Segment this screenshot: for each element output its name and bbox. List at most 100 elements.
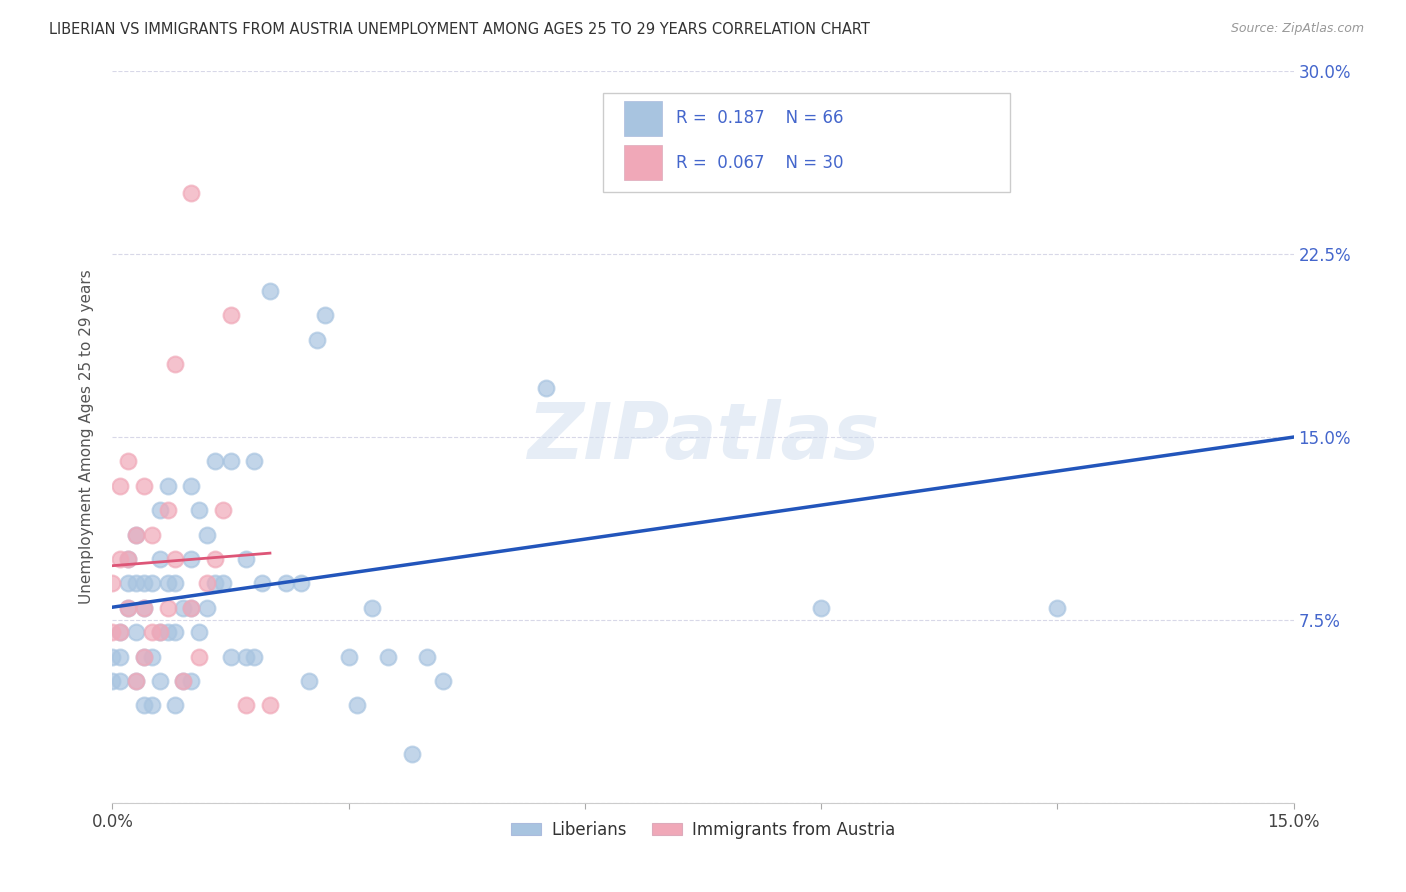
Point — [250, 576, 273, 591]
Point — [195, 576, 218, 591]
Point — [307, 333, 329, 347]
Point — [172, 673, 194, 688]
Bar — [624, 145, 662, 180]
Point — [235, 552, 257, 566]
Point — [180, 600, 202, 615]
Point — [156, 479, 179, 493]
Text: R =  0.187    N = 66: R = 0.187 N = 66 — [676, 109, 844, 128]
Point — [180, 600, 202, 615]
Point — [180, 186, 202, 201]
Point — [165, 552, 187, 566]
Point — [204, 576, 226, 591]
Point — [132, 576, 155, 591]
Point — [117, 600, 139, 615]
Point — [274, 576, 297, 591]
Point — [117, 600, 139, 615]
Point — [101, 576, 124, 591]
Point — [243, 649, 266, 664]
Point — [219, 649, 242, 664]
Point — [117, 454, 139, 468]
Y-axis label: Unemployment Among Ages 25 to 29 years: Unemployment Among Ages 25 to 29 years — [79, 269, 94, 605]
Text: LIBERIAN VS IMMIGRANTS FROM AUSTRIA UNEMPLOYMENT AMONG AGES 25 TO 29 YEARS CORRE: LIBERIAN VS IMMIGRANTS FROM AUSTRIA UNEM… — [49, 22, 870, 37]
Point — [165, 576, 187, 591]
Point — [141, 576, 163, 591]
Point — [361, 600, 384, 615]
Text: R =  0.067    N = 30: R = 0.067 N = 30 — [676, 153, 844, 171]
Point — [110, 479, 132, 493]
Point — [432, 673, 454, 688]
Point — [337, 649, 360, 664]
Point — [180, 552, 202, 566]
Point — [235, 649, 257, 664]
Point — [110, 625, 132, 640]
Point — [132, 649, 155, 664]
Point — [204, 454, 226, 468]
Point — [132, 649, 155, 664]
Point — [125, 673, 148, 688]
Point — [132, 600, 155, 615]
FancyBboxPatch shape — [603, 94, 1010, 192]
Point — [141, 649, 163, 664]
Point — [110, 552, 132, 566]
Point — [110, 673, 132, 688]
Point — [534, 381, 557, 395]
Point — [314, 308, 336, 322]
Point — [101, 625, 124, 640]
Point — [156, 576, 179, 591]
Point — [141, 625, 163, 640]
Point — [125, 527, 148, 541]
Point — [165, 698, 187, 713]
Point — [211, 503, 233, 517]
Point — [149, 625, 172, 640]
Point — [101, 649, 124, 664]
Point — [156, 625, 179, 640]
Point — [195, 600, 218, 615]
Point — [180, 673, 202, 688]
Text: Source: ZipAtlas.com: Source: ZipAtlas.com — [1230, 22, 1364, 36]
Point — [141, 698, 163, 713]
Point — [613, 137, 636, 152]
Point — [149, 552, 172, 566]
Point — [416, 649, 439, 664]
Point — [810, 600, 832, 615]
Point — [204, 552, 226, 566]
Point — [117, 576, 139, 591]
Point — [290, 576, 312, 591]
Point — [259, 698, 281, 713]
Point — [298, 673, 321, 688]
Point — [172, 600, 194, 615]
Point — [117, 552, 139, 566]
Legend: Liberians, Immigrants from Austria: Liberians, Immigrants from Austria — [505, 814, 901, 846]
Point — [401, 747, 423, 761]
Point — [132, 698, 155, 713]
Point — [165, 625, 187, 640]
Point — [149, 503, 172, 517]
Point — [149, 625, 172, 640]
Point — [156, 503, 179, 517]
Point — [125, 576, 148, 591]
Point — [188, 649, 211, 664]
Point — [149, 673, 172, 688]
Point — [219, 308, 242, 322]
Point — [101, 673, 124, 688]
Point — [172, 673, 194, 688]
Point — [211, 576, 233, 591]
Point — [243, 454, 266, 468]
Point — [235, 698, 257, 713]
Point — [1046, 600, 1069, 615]
Point — [125, 673, 148, 688]
Bar — [624, 101, 662, 136]
Point — [156, 600, 179, 615]
Point — [259, 284, 281, 298]
Point — [117, 552, 139, 566]
Point — [110, 649, 132, 664]
Point — [141, 527, 163, 541]
Text: ZIPatlas: ZIPatlas — [527, 399, 879, 475]
Point — [132, 600, 155, 615]
Point — [125, 625, 148, 640]
Point — [180, 479, 202, 493]
Point — [125, 527, 148, 541]
Point — [219, 454, 242, 468]
Point — [188, 625, 211, 640]
Point — [110, 625, 132, 640]
